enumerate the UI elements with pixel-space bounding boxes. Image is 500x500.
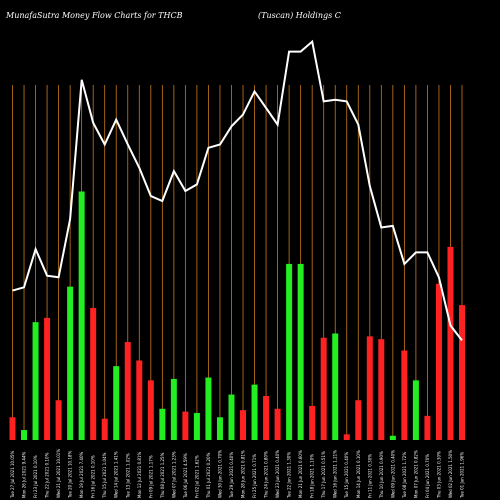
- chart-title-right: (Tuscan) Holdings C: [258, 11, 341, 20]
- line-layer: [12, 39, 463, 342]
- money-flow-bar: [136, 360, 143, 440]
- money-flow-bar: [412, 380, 419, 440]
- x-tick-label: Thu 03 Jun 2021 0.30%: [436, 451, 441, 499]
- price-line: [12, 39, 463, 342]
- x-tick-label: Thu 01 Jul 2021 0.20%: [206, 452, 211, 499]
- money-flow-bar: [343, 434, 350, 440]
- money-flow-bar: [424, 415, 431, 440]
- x-tick-label: Tue 15 Jun 2021 0.40%: [344, 452, 349, 499]
- bar-layer: [9, 191, 465, 440]
- x-tick-label: Tue 27 Jul 2021 10.05%: [10, 451, 15, 499]
- x-tick-label: Tue 13 Jul 2021 1.02%: [125, 453, 130, 499]
- x-tick-label: Tue 08 Jun 2021 1.72%: [402, 452, 407, 499]
- money-flow-bar: [389, 435, 396, 440]
- x-tick-label: Fri 18 Jun 2021 1.10%: [310, 454, 315, 498]
- money-flow-bar: [286, 263, 293, 440]
- x-tick-label: Thu 08 Jul 2021 1.25%: [160, 452, 165, 499]
- x-tick-label: Fri 23 Jul 2021 0.10%: [33, 455, 38, 498]
- x-tick-label: Mon 07 Jun 2021 0.82%: [413, 450, 418, 498]
- x-tick-label: Tue 06 Jul 2021 4.59%: [183, 453, 188, 499]
- x-tick-label: Thu 15 Jul 2021 1.04%: [102, 452, 107, 499]
- money-flow-bar: [170, 378, 177, 440]
- x-tick-label: Thu 10 Jun 2021 0.90%: [379, 451, 384, 499]
- money-flow-bar: [44, 317, 51, 440]
- x-tick-label: Wed 09 Jun 2021 0.40%: [390, 450, 395, 498]
- x-tick-label: Thu 17 Jun 2021 0.51%: [321, 451, 326, 499]
- x-tick-label: Fri 16 Jul 2021 0.10%: [91, 455, 96, 498]
- x-tick-label: Wed 23 Jun 2021 0.40%: [275, 450, 280, 498]
- money-flow-bar: [216, 417, 223, 440]
- money-flow-bar: [101, 418, 108, 440]
- x-tick-label: Thu 24 Jun 2021 0.80%: [264, 451, 269, 499]
- x-tick-label: Thu 22 Jul 2021 0.10%: [45, 452, 50, 499]
- money-flow-bar: [21, 430, 28, 440]
- x-tick-label: Fri 04 Jun 2021 0.70%: [425, 454, 430, 498]
- money-flow-bar: [447, 246, 454, 440]
- money-flow-bar: [320, 337, 327, 440]
- money-flow-bar: [78, 191, 85, 440]
- money-flow-bar: [251, 384, 258, 440]
- x-tick-label: Wed 21 Jul 2021 10.01%: [56, 449, 61, 498]
- x-tick-label: Wed 16 Jun 2021 1.21%: [333, 450, 338, 498]
- money-flow-bar: [401, 350, 408, 440]
- x-tick-label: Fri 09 Jul 2021 1.17%: [148, 455, 153, 498]
- x-tick-label: Mon 14 Jun 2021 0.10%: [356, 450, 361, 498]
- x-tick-label: Wed 02 Jun 2021 1.50%: [448, 450, 453, 498]
- x-tick-label: Fri 25 Jun 2021 0.71%: [252, 454, 257, 498]
- x-tick-label: Wed 07 Jul 2021 1.23%: [171, 451, 176, 498]
- x-tick-label: Tue 01 Jun 2021 1.96%: [460, 452, 465, 499]
- money-flow-bar: [459, 305, 465, 440]
- tick-layer: Tue 27 Jul 2021 10.05% Mon 26 Jul 2021 9.…: [10, 449, 465, 499]
- money-flow-bar: [435, 283, 442, 440]
- money-flow-bar: [90, 307, 97, 440]
- chart-title-left: MunafaSutra Money Flow Charts for THCB: [5, 11, 183, 20]
- money-flow-bar: [67, 286, 74, 440]
- money-flow-bar: [309, 405, 316, 440]
- x-tick-label: Mon 28 Jun 2021 0.81%: [241, 450, 246, 498]
- money-flow-bar: [182, 411, 189, 440]
- x-tick-label: Mon 21 Jun 2021 0.60%: [298, 450, 303, 498]
- x-tick-label: Tue 20 Jul 2021 10.18%: [68, 451, 73, 499]
- money-flow-bar: [274, 408, 281, 440]
- money-flow-bar: [378, 339, 385, 440]
- money-flow-bar: [263, 395, 270, 440]
- x-tick-label: Tue 29 Jun 2021 0.40%: [229, 452, 234, 499]
- x-tick-label: Wed 14 Jul 2021 1.41%: [114, 451, 119, 498]
- money-flow-bar: [147, 380, 154, 440]
- money-flow-bar: [9, 417, 16, 440]
- x-tick-label: Mon 12 Jul 2021 0.81%: [137, 451, 142, 498]
- money-flow-bar: [159, 408, 166, 440]
- money-flow-bar: [124, 342, 131, 440]
- money-flow-bar: [228, 394, 235, 440]
- money-flow-bar: [55, 400, 62, 440]
- x-tick-label: Fri 02 Jul 2021 1.62%: [194, 455, 199, 498]
- x-tick-label: Wed 30 Jun 2021 0.70%: [217, 450, 222, 498]
- money-flow-bar: [297, 263, 304, 440]
- money-flow-bar: [113, 366, 120, 440]
- x-tick-label: Tue 22 Jun 2021 1.30%: [287, 452, 292, 499]
- x-tick-label: Mon 26 Jul 2021 9.44%: [22, 451, 27, 498]
- money-flow-bar: [193, 413, 200, 440]
- money-flow-bar: [366, 336, 373, 440]
- money-flow-bar: [32, 322, 39, 440]
- money-flow-bar: [332, 333, 339, 440]
- money-flow-bar: [355, 400, 362, 440]
- x-tick-label: Mon 19 Jul 2021 7.40%: [79, 451, 84, 498]
- money-flow-bar: [240, 410, 247, 440]
- x-tick-label: Fri 11 Jun 2021 0.30%: [367, 454, 372, 498]
- money-flow-bar: [205, 377, 212, 440]
